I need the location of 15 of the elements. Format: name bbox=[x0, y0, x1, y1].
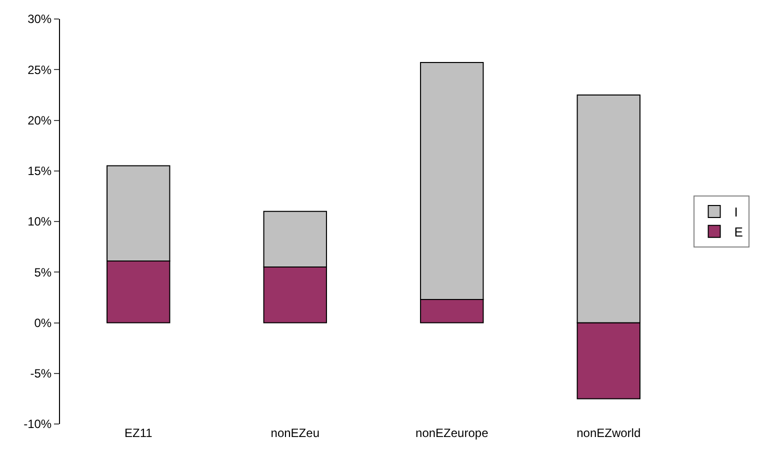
y-tick-label: 15% bbox=[28, 164, 52, 178]
x-tick-label: nonEZeu bbox=[270, 426, 320, 440]
x-tick-label: EZ11 bbox=[124, 426, 153, 440]
y-tick-label: 10% bbox=[28, 214, 52, 229]
y-tick-label: 30% bbox=[28, 12, 52, 26]
y-tick-label: 0% bbox=[34, 316, 52, 330]
y-tick-label: -5% bbox=[30, 366, 52, 381]
x-tick-label: nonEZeurope bbox=[416, 426, 489, 440]
y-tick-label: 20% bbox=[28, 113, 52, 128]
x-tick-label: nonEZworld bbox=[576, 426, 641, 440]
legend-label: I bbox=[734, 204, 738, 220]
y-tick-label: -10% bbox=[24, 417, 52, 432]
legend-label: E bbox=[734, 224, 744, 240]
y-tick-label: 5% bbox=[34, 265, 52, 280]
y-tick-label: 25% bbox=[28, 62, 52, 77]
